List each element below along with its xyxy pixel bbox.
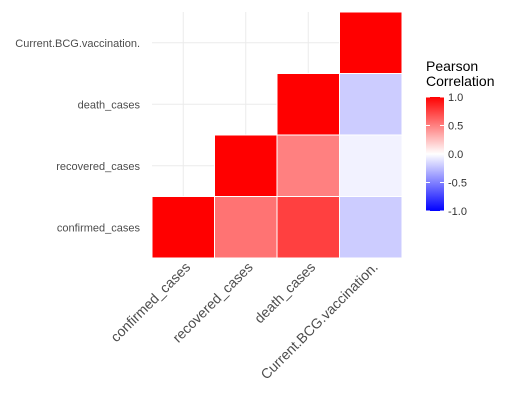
legend-title: Pearson bbox=[426, 58, 478, 74]
heatmap-cell bbox=[214, 196, 278, 259]
y-tick-label: Current.BCG.vaccination. bbox=[15, 38, 140, 50]
y-tick-label: confirmed_cases bbox=[57, 222, 141, 234]
legend-title: Correlation bbox=[426, 73, 494, 89]
heatmap-cell bbox=[276, 134, 340, 197]
legend-tick-label: -0.5 bbox=[448, 178, 467, 190]
y-tick-label: death_cases bbox=[78, 99, 141, 111]
legend-tick-label: 0.5 bbox=[448, 121, 463, 133]
heatmap-cell bbox=[339, 73, 403, 136]
heatmap-cell bbox=[339, 134, 403, 197]
legend-colorbar bbox=[426, 97, 444, 211]
legend-tick-label: 1.0 bbox=[448, 92, 463, 104]
heatmap-cell bbox=[151, 196, 215, 259]
x-tick-label: Current.BCG.vaccination. bbox=[257, 259, 381, 383]
legend-tick-label: -1.0 bbox=[448, 206, 467, 218]
heatmap-cell bbox=[276, 196, 340, 259]
y-tick-label: recovered_cases bbox=[56, 161, 140, 173]
x-tick-label: death_cases bbox=[251, 259, 318, 326]
legend-tick-label: 0.0 bbox=[448, 149, 463, 161]
heatmap-cell bbox=[339, 196, 403, 259]
heatmap-cell bbox=[276, 73, 340, 136]
heatmap-cell bbox=[339, 11, 403, 74]
heatmap-cell bbox=[214, 134, 278, 197]
